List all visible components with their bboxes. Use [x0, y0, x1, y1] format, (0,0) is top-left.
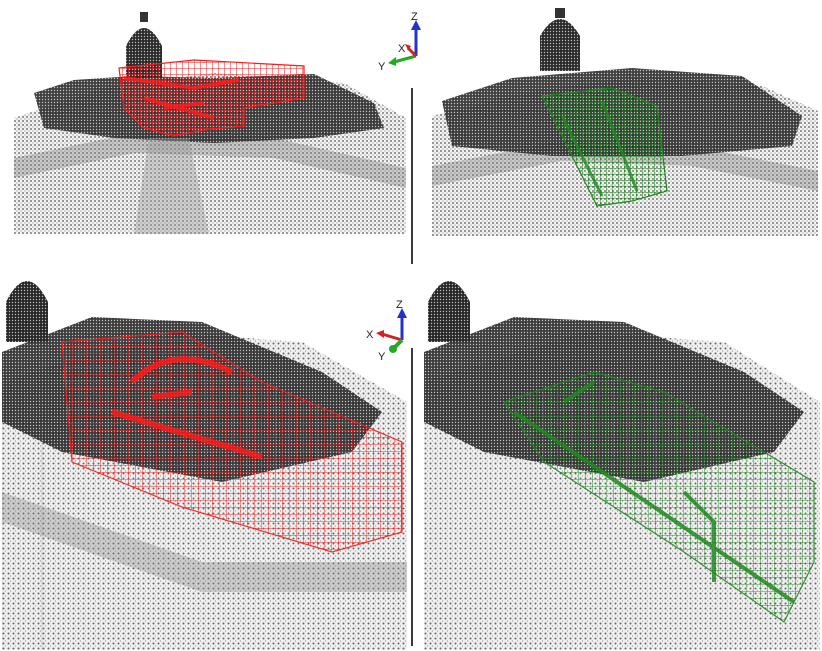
axis-x-label: X — [398, 43, 406, 55]
point-cloud-render — [2, 281, 407, 650]
green-overlay-structure — [503, 371, 815, 623]
red-overlay-structure — [118, 59, 305, 137]
view-bottom-left-red — [2, 262, 407, 650]
axes-triad-top: Z X Y — [378, 10, 424, 73]
point-cloud-render — [14, 12, 406, 234]
red-overlay-structure — [61, 331, 403, 553]
view-top-right-green — [432, 6, 818, 236]
axis-z-label: Z — [396, 299, 403, 311]
divider-top — [411, 88, 413, 264]
dome — [540, 19, 580, 71]
axis-y-label: Y — [378, 351, 386, 363]
view-bottom-right-green — [424, 262, 820, 650]
axes-triad-bottom: Z X Y — [366, 299, 412, 363]
point-cloud-render — [432, 8, 818, 236]
green-overlay-structure — [541, 87, 668, 207]
view-top-left-red — [14, 8, 406, 234]
axis-y-label: Y — [378, 61, 386, 73]
dome — [428, 281, 470, 342]
dome — [6, 281, 48, 342]
axis-z-label: Z — [411, 11, 418, 23]
divider-bottom — [411, 348, 413, 646]
axes-triad-icon: Z X Y — [378, 11, 421, 73]
axis-x-label: X — [366, 329, 374, 341]
axes-triad-icon: Z X Y — [366, 299, 407, 363]
point-cloud-render — [424, 281, 820, 650]
